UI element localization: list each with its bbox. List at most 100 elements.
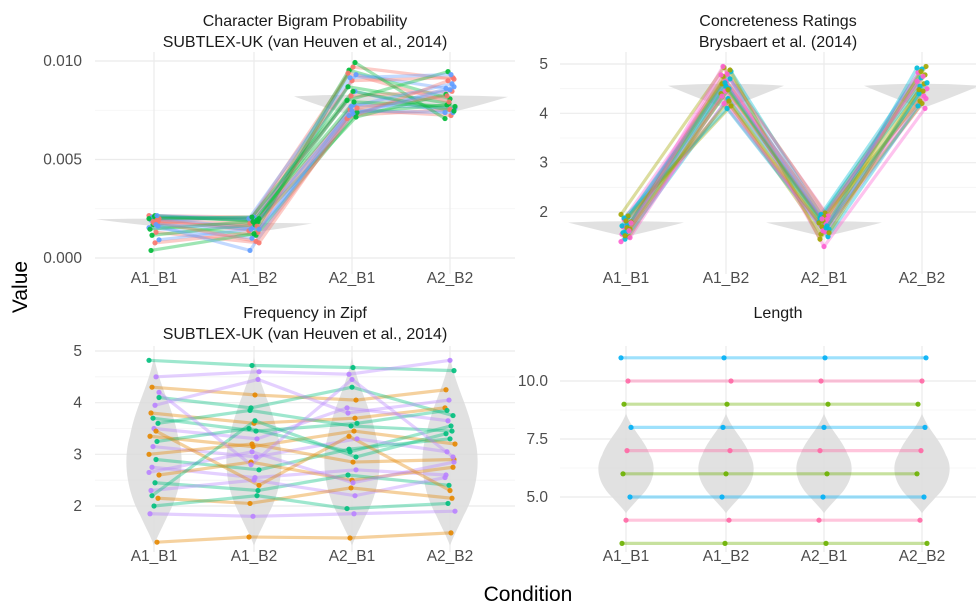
data-point xyxy=(726,98,732,104)
data-point xyxy=(916,87,922,93)
series-line xyxy=(153,406,449,441)
data-point xyxy=(728,103,734,109)
series-line xyxy=(155,429,451,492)
series-line xyxy=(156,73,452,221)
data-point xyxy=(153,428,159,434)
data-point xyxy=(346,446,352,452)
violin-A2_B2 xyxy=(422,356,478,546)
x-tick-label: A2_B2 xyxy=(427,270,474,287)
data-point xyxy=(923,63,929,70)
panel-title: Frequency in Zipf xyxy=(243,305,367,322)
data-point xyxy=(447,357,453,363)
data-point xyxy=(444,93,450,99)
series-line xyxy=(156,531,452,544)
data-point xyxy=(248,226,254,232)
data-point xyxy=(347,75,353,81)
data-point xyxy=(246,534,252,540)
data-point xyxy=(924,80,930,86)
data-point xyxy=(149,464,155,470)
data-point xyxy=(249,362,255,369)
data-point xyxy=(443,387,449,393)
data-point xyxy=(923,355,929,361)
data-point xyxy=(353,114,359,120)
data-point xyxy=(352,493,358,499)
series-line xyxy=(154,85,450,224)
data-point xyxy=(156,389,162,395)
x-axis-label: Condition xyxy=(484,583,573,604)
series-line xyxy=(619,97,928,243)
series-line xyxy=(620,87,929,236)
data-point xyxy=(442,474,448,481)
series-line xyxy=(153,70,449,222)
data-point xyxy=(449,495,455,501)
data-point xyxy=(622,233,628,239)
data-point xyxy=(146,357,152,363)
y-tick-label: 0.005 xyxy=(43,152,82,169)
series-line xyxy=(149,100,456,231)
series-line xyxy=(628,80,926,231)
series-line xyxy=(155,68,451,221)
series-points xyxy=(618,63,930,250)
data-point xyxy=(449,428,455,434)
data-point xyxy=(353,397,359,403)
violin-A2_B1 xyxy=(796,413,852,514)
series-line xyxy=(151,92,447,237)
data-point xyxy=(452,103,458,110)
data-point xyxy=(821,243,827,250)
data-point xyxy=(625,378,631,384)
data-point xyxy=(152,240,158,246)
data-point xyxy=(728,378,734,384)
data-point xyxy=(445,500,451,507)
data-point xyxy=(914,471,920,477)
data-point xyxy=(349,108,355,114)
x-tick-label: A1_B1 xyxy=(603,270,650,287)
panel-concreteness: Concreteness Ratings Brysbaert et al. (2… xyxy=(539,13,976,287)
data-point xyxy=(719,93,725,99)
data-point xyxy=(621,401,627,407)
series-line xyxy=(154,71,450,245)
y-tick-label: 3 xyxy=(73,446,82,463)
series-points xyxy=(146,59,458,254)
data-point xyxy=(348,103,354,110)
series-line xyxy=(152,437,448,459)
series-points xyxy=(618,355,930,547)
series-line xyxy=(149,509,456,518)
y-tick-label: 5.0 xyxy=(526,489,548,506)
x-tick-label: A2_B1 xyxy=(801,548,848,565)
data-point xyxy=(625,213,631,219)
data-point xyxy=(349,384,355,390)
data-point xyxy=(628,220,634,226)
data-point xyxy=(818,378,824,384)
data-point xyxy=(350,88,356,94)
data-point xyxy=(256,482,262,488)
data-point xyxy=(915,401,921,407)
data-point xyxy=(248,462,254,468)
data-point xyxy=(251,477,257,483)
data-point xyxy=(344,405,350,411)
data-point xyxy=(820,494,826,500)
series-line xyxy=(159,76,454,221)
data-point xyxy=(255,376,261,383)
data-point xyxy=(922,424,928,430)
y-tick-label: 4 xyxy=(73,395,82,412)
data-point xyxy=(256,369,262,375)
data-point xyxy=(345,84,351,90)
data-point xyxy=(148,247,154,254)
data-point xyxy=(354,105,360,111)
series-line xyxy=(629,73,927,223)
series-lines xyxy=(619,63,929,250)
violins xyxy=(598,413,950,514)
data-point xyxy=(924,540,930,547)
data-point xyxy=(721,355,727,361)
series-line xyxy=(157,89,453,225)
data-point xyxy=(348,485,354,491)
data-point xyxy=(247,247,253,254)
data-point xyxy=(254,217,260,223)
data-point xyxy=(148,410,154,416)
series-line xyxy=(153,79,449,228)
data-point xyxy=(451,108,457,114)
x-tick-label: A1_B2 xyxy=(231,270,278,287)
data-point xyxy=(723,471,729,477)
series-line xyxy=(625,75,923,226)
